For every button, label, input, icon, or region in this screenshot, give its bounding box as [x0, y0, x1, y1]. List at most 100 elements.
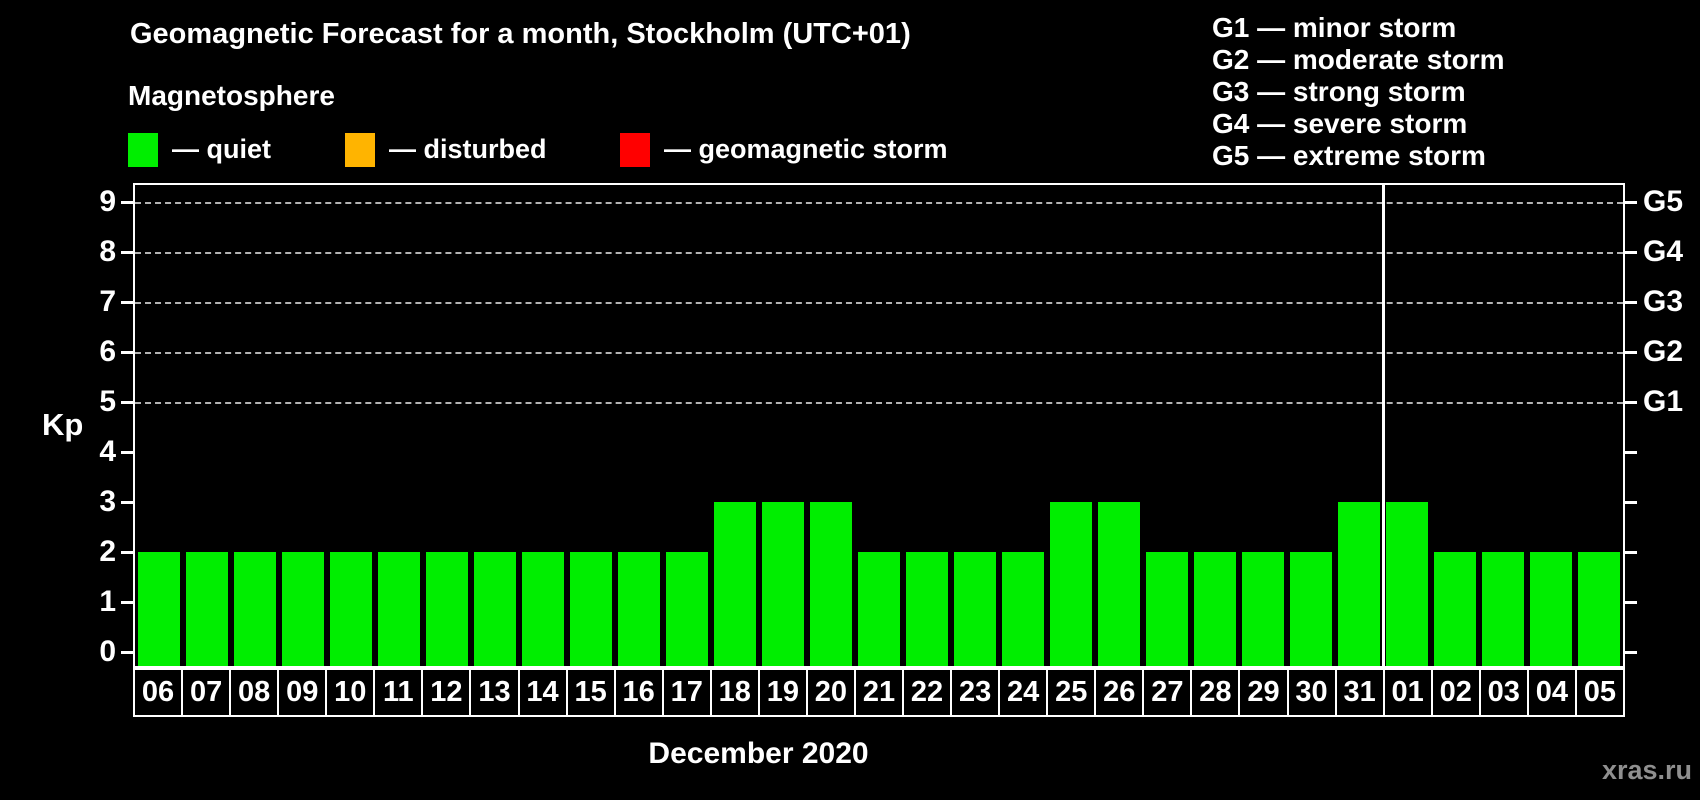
kp-bar-day-27: [1146, 552, 1188, 666]
day-label: 22: [902, 670, 950, 715]
y-tick-label: 2: [99, 535, 116, 568]
kp-bar-day-23: [954, 552, 996, 666]
y-tick-label: 3: [99, 485, 116, 518]
kp-bar-day-19: [762, 502, 804, 666]
day-label: 08: [229, 670, 277, 715]
kp-bar-day-30: [1290, 552, 1332, 666]
kp-bar-day-09: [282, 552, 324, 666]
right-axis-tick: [1625, 201, 1637, 204]
day-label: 15: [565, 670, 614, 715]
day-label: 11: [373, 670, 421, 715]
kp-bar-day-03: [1482, 552, 1524, 666]
day-label: 09: [277, 670, 325, 715]
y-axis-tick: [121, 401, 133, 404]
day-label: 01: [1382, 670, 1431, 715]
y-tick-label: 5: [99, 385, 116, 418]
gridline-kp-9: [135, 202, 1623, 204]
magnetosphere-heading: Magnetosphere: [128, 80, 335, 111]
day-label: 29: [1238, 670, 1286, 715]
kp-bar-day-06: [138, 552, 180, 666]
y-tick-label: 6: [99, 335, 116, 368]
y-axis-tick: [121, 301, 133, 304]
kp-bar-day-18: [714, 502, 756, 666]
right-axis-tick: [1625, 651, 1637, 654]
g-level-label-g1: G1: [1643, 385, 1684, 418]
right-axis-tick: [1625, 251, 1637, 254]
y-axis-tick: [121, 351, 133, 354]
kp-bar-day-14: [522, 552, 564, 666]
kp-bar-day-31: [1338, 502, 1380, 666]
kp-bar-day-04: [1530, 552, 1572, 666]
right-axis-tick: [1625, 551, 1637, 554]
g-level-label-g4: G4: [1643, 235, 1684, 268]
kp-bar-day-13: [474, 552, 516, 666]
kp-bar-day-07: [186, 552, 228, 666]
g-scale-legend-line: G2 — moderate storm: [1212, 44, 1505, 75]
y-axis-tick: [121, 201, 133, 204]
legend-item-label: — disturbed: [389, 134, 547, 164]
g-scale-legend-line: G4 — severe storm: [1212, 108, 1468, 139]
y-tick-label: 7: [99, 285, 116, 318]
legend-item-quiet: — quiet: [128, 131, 271, 168]
quiet-swatch: [128, 132, 158, 167]
y-axis-title: Kp: [42, 407, 84, 442]
g-level-label-g5: G5: [1643, 185, 1684, 218]
kp-bar-day-15: [570, 552, 612, 666]
right-axis-tick: [1625, 501, 1637, 504]
day-label: 31: [1334, 670, 1383, 715]
day-label: 17: [661, 670, 710, 715]
y-tick-label: 1: [99, 585, 116, 618]
plot-area: [133, 183, 1625, 668]
kp-bar-day-01: [1386, 502, 1428, 666]
kp-bar-day-05: [1578, 552, 1620, 666]
disturbed-swatch: [345, 132, 375, 167]
y-axis-tick: [121, 601, 133, 604]
gridline-kp-8: [135, 252, 1623, 254]
day-label: 27: [1142, 670, 1190, 715]
month-separator-line: [1381, 185, 1385, 666]
kp-bar-day-16: [618, 552, 660, 666]
day-label: 18: [709, 670, 758, 715]
right-axis-tick: [1625, 451, 1637, 454]
day-label: 28: [1190, 670, 1238, 715]
gridline-kp-5: [135, 402, 1623, 404]
kp-bar-day-02: [1434, 552, 1476, 666]
y-axis-tick: [121, 551, 133, 554]
day-label: 16: [613, 670, 662, 715]
day-label: 26: [1094, 670, 1142, 715]
kp-bar-day-28: [1194, 552, 1236, 666]
day-label: 19: [757, 670, 806, 715]
kp-bar-day-08: [234, 552, 276, 666]
kp-bar-day-11: [378, 552, 420, 666]
g-scale-legend-line: G3 — strong storm: [1212, 76, 1466, 107]
y-axis-tick: [121, 651, 133, 654]
day-label: 05: [1574, 670, 1623, 715]
kp-bar-day-26: [1098, 502, 1140, 666]
g-scale-legend-line: G5 — extreme storm: [1212, 140, 1486, 171]
y-tick-label: 9: [99, 185, 116, 218]
y-tick-label: 0: [99, 635, 116, 668]
legend-item-label: — quiet: [172, 134, 271, 164]
day-label: 20: [805, 670, 854, 715]
day-label: 04: [1526, 670, 1575, 715]
day-label: 30: [1286, 670, 1335, 715]
day-label: 21: [853, 670, 902, 715]
kp-bar-day-25: [1050, 502, 1092, 666]
right-axis-tick: [1625, 301, 1637, 304]
day-label: 12: [421, 670, 469, 715]
legend-item-label: — geomagnetic storm: [664, 134, 948, 164]
g-scale-legend: G1 — minor storm G2 — moderate storm G3 — …: [1212, 12, 1505, 172]
watermark: xras.ru: [1601, 755, 1692, 785]
day-label: 14: [517, 670, 566, 715]
legend-item-disturbed: — disturbed: [345, 131, 547, 168]
g-level-label-g2: G2: [1643, 335, 1684, 368]
y-axis-tick: [121, 251, 133, 254]
day-label: 07: [181, 670, 229, 715]
gridline-kp-6: [135, 352, 1623, 354]
legend-item-geomagnetic-storm: — geomagnetic storm: [620, 131, 948, 168]
kp-bar-day-12: [426, 552, 468, 666]
gridline-kp-7: [135, 302, 1623, 304]
chart-title: Geomagnetic Forecast for a month, Stockh…: [130, 18, 911, 50]
right-axis-tick: [1625, 601, 1637, 604]
